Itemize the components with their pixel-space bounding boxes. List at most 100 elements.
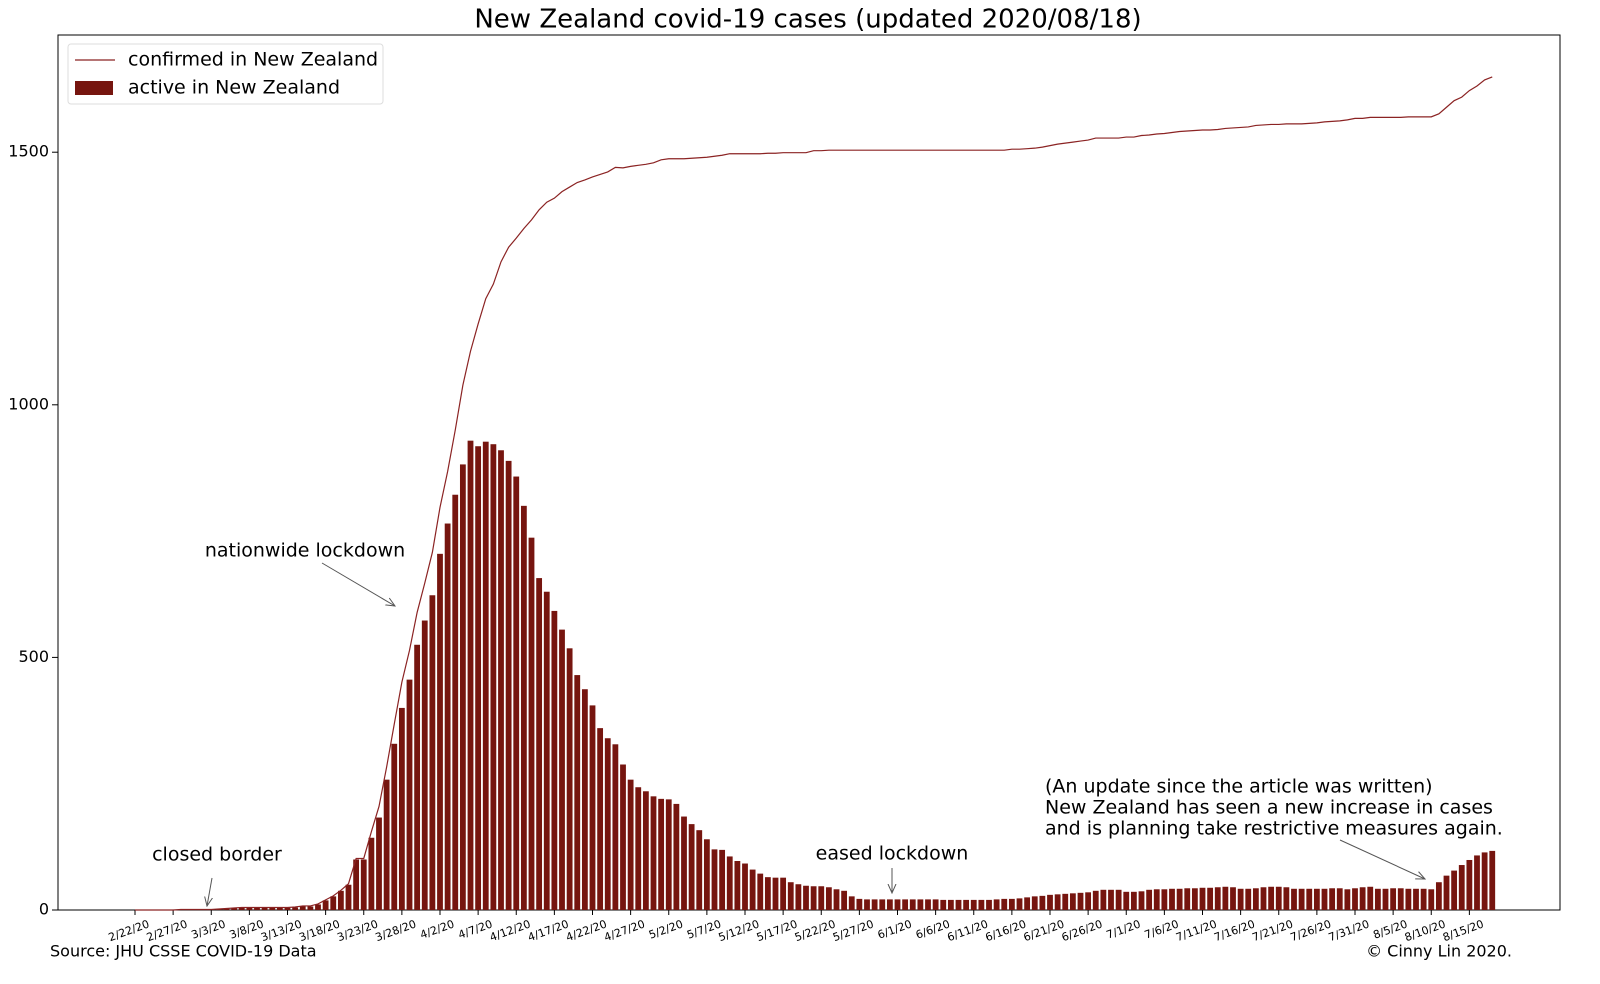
bar (726, 856, 733, 910)
bar (772, 877, 779, 910)
annotation: eased lockdown (816, 843, 969, 865)
x-tick-label: 3/3/20 (190, 917, 228, 941)
bar (1237, 888, 1244, 910)
bar (231, 908, 238, 910)
bar (1420, 888, 1427, 910)
bar (551, 610, 558, 910)
bar (429, 595, 436, 910)
bar (406, 679, 413, 910)
x-tick-label: 7/11/20 (1174, 917, 1218, 944)
bar (993, 899, 1000, 910)
bar (894, 899, 901, 910)
bar (1001, 898, 1008, 910)
bar (322, 900, 329, 910)
legend-box (67, 43, 384, 105)
bar (940, 899, 947, 910)
bar (1077, 892, 1084, 910)
bar (246, 907, 253, 910)
bar (604, 738, 611, 910)
bar (833, 889, 840, 910)
bar (505, 460, 512, 910)
bar (780, 877, 787, 910)
bar (970, 899, 977, 910)
bar (1458, 865, 1465, 910)
bar (589, 705, 596, 910)
x-tick-label: 2/27/20 (145, 917, 189, 944)
bar (864, 899, 870, 910)
bar (734, 860, 741, 910)
bar (1069, 893, 1076, 910)
bar (1031, 896, 1038, 910)
x-tick-label: 3/8/20 (228, 917, 266, 941)
x-tick-label: 5/7/20 (685, 917, 723, 941)
bar (947, 899, 954, 910)
bar (1336, 888, 1343, 910)
chart-title: New Zealand covid-19 cases (updated 2020… (474, 5, 1141, 35)
bar (711, 849, 718, 910)
bar (955, 899, 962, 910)
bar (764, 877, 771, 910)
bar (1397, 888, 1404, 910)
bar (1184, 888, 1191, 910)
bar (612, 744, 619, 910)
bar (719, 849, 726, 910)
bar (810, 886, 817, 910)
bar (1344, 889, 1351, 910)
bar (1207, 887, 1214, 910)
x-tick-label: 6/16/20 (984, 917, 1028, 944)
bar (1466, 859, 1473, 910)
bar (452, 494, 459, 910)
bar (1062, 893, 1069, 910)
legend-label: confirmed in New Zealand (128, 49, 378, 71)
x-tick-label: 7/1/20 (1105, 917, 1143, 941)
x-tick-label: 3/28/20 (374, 917, 418, 944)
bar (1275, 886, 1282, 910)
bar (330, 896, 337, 910)
bar (566, 648, 573, 910)
bar (1214, 887, 1221, 910)
y-tick-label: 500 (18, 647, 49, 666)
bar (1367, 886, 1374, 910)
bar (269, 907, 276, 910)
bar (1435, 882, 1442, 910)
bar (254, 907, 260, 910)
bar (467, 440, 474, 910)
bar (574, 675, 581, 910)
x-tick-label: 3/23/20 (336, 917, 380, 944)
bar (696, 830, 703, 910)
bar (223, 908, 230, 910)
bar (1359, 887, 1366, 910)
x-tick-label: 8/5/20 (1371, 917, 1409, 941)
bar (238, 907, 245, 910)
bar (1016, 898, 1023, 910)
bar (1047, 894, 1053, 910)
bar (459, 464, 466, 910)
legend-swatch (75, 81, 113, 95)
bar (1039, 895, 1046, 910)
y-tick-label: 0 (39, 900, 49, 919)
x-tick-label: 5/2/20 (647, 917, 685, 941)
bar (803, 885, 809, 910)
bar (848, 896, 855, 910)
bar (1382, 888, 1389, 910)
bar (261, 907, 268, 910)
bar (543, 591, 550, 910)
bar (1153, 889, 1160, 910)
bar (856, 898, 863, 910)
bar (673, 803, 680, 910)
bar (559, 629, 565, 910)
x-tick-label: 4/2/20 (418, 917, 456, 941)
bar (437, 553, 443, 910)
bar (909, 899, 916, 910)
bar (444, 523, 451, 910)
bar (1024, 897, 1031, 910)
bar (528, 537, 535, 910)
bar (1268, 886, 1275, 910)
bar (925, 899, 931, 910)
bar (879, 899, 886, 910)
bar (825, 887, 832, 910)
x-tick-label: 3/18/20 (297, 917, 341, 944)
bar (963, 899, 970, 910)
x-tick-label: 6/21/20 (1022, 917, 1066, 944)
x-tick-label: 4/27/20 (602, 917, 646, 944)
